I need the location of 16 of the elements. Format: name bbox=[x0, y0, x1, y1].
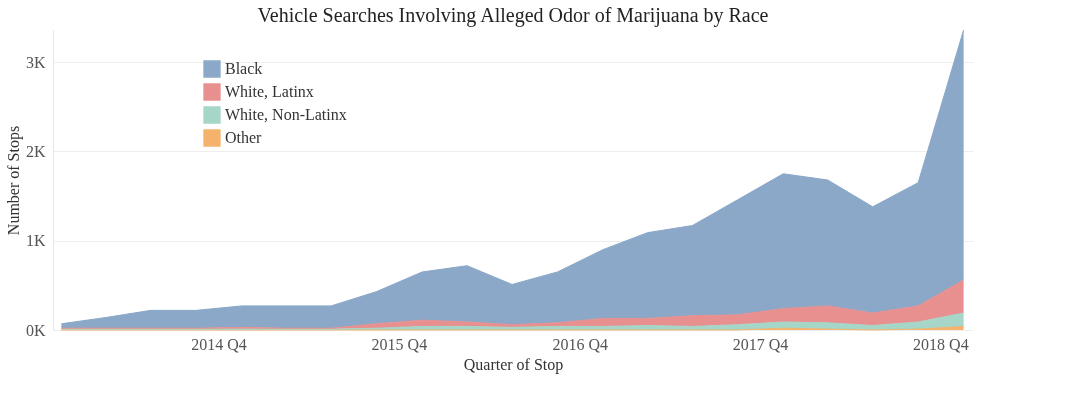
y-tick-label: 3K bbox=[25, 53, 46, 71]
y-tick-label: 1K bbox=[25, 232, 46, 250]
x-tick-label: 2018 Q4 bbox=[913, 335, 969, 353]
chart-title: Vehicle Searches Involving Alleged Odor of Marijuana by Race bbox=[257, 3, 769, 27]
x-tick-label: 2015 Q4 bbox=[371, 335, 428, 353]
legend-label: White, Latinx bbox=[225, 83, 314, 100]
legend-label: Other bbox=[225, 129, 263, 146]
legend-label: White, Non-Latinx bbox=[225, 106, 347, 123]
legend-label: Black bbox=[225, 60, 263, 77]
y-tick-label: 2K bbox=[25, 142, 46, 160]
y-tick-label: 0K bbox=[25, 321, 46, 339]
x-tick-label: 2014 Q4 bbox=[191, 335, 247, 353]
x-axis-title: Quarter of Stop bbox=[463, 355, 564, 374]
x-tick-label: 2017 Q4 bbox=[732, 335, 789, 353]
x-tick-label: 2016 Q4 bbox=[552, 335, 608, 353]
y-axis-title: Number of Stops bbox=[4, 125, 23, 236]
